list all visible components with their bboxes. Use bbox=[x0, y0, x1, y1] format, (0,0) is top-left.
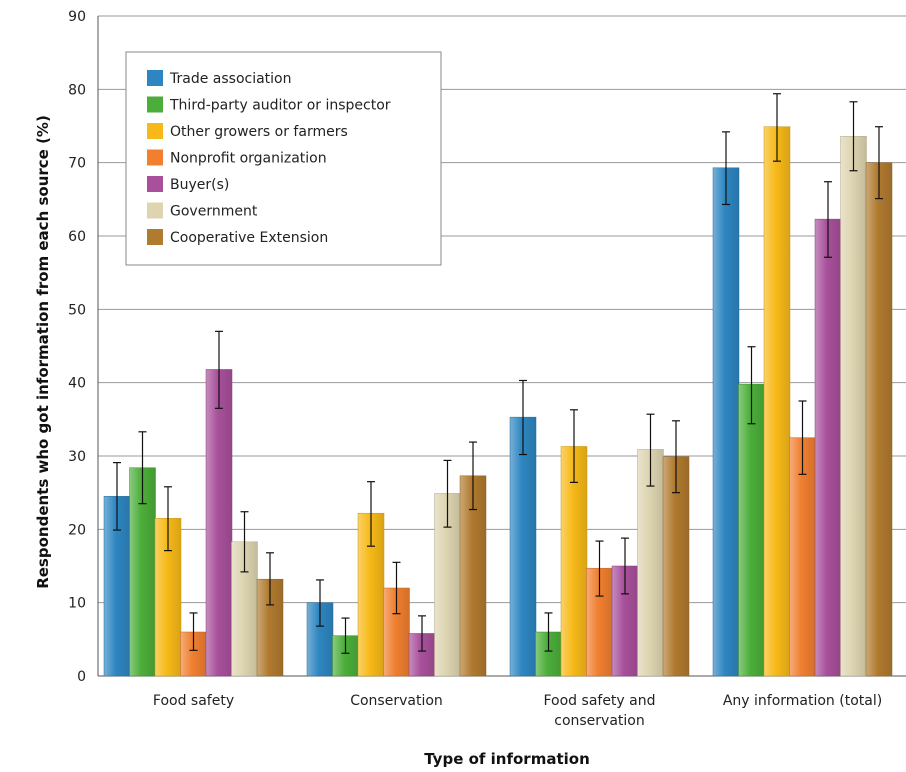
y-tick-label: 20 bbox=[68, 522, 86, 538]
error-bar bbox=[672, 420, 680, 494]
legend-label: Trade association bbox=[169, 71, 292, 87]
error-bar bbox=[646, 413, 655, 487]
y-tick-label: 10 bbox=[68, 596, 86, 612]
axis-labels: 0 10 20 30 40 50 60 70 80 90 Food safety Conservati… bbox=[68, 9, 882, 729]
error-bar bbox=[570, 409, 578, 483]
y-tick-label: 50 bbox=[68, 302, 86, 318]
legend-label: Government bbox=[170, 204, 258, 220]
error-bar bbox=[875, 126, 883, 200]
error-bar bbox=[341, 617, 350, 654]
legend-label: Cooperative Extension bbox=[170, 230, 328, 246]
error-bar bbox=[849, 101, 858, 172]
error-bar bbox=[240, 511, 249, 573]
y-tick-label: 60 bbox=[68, 229, 86, 245]
bar bbox=[865, 162, 893, 677]
bar bbox=[763, 126, 791, 677]
x-tick-label: conservation bbox=[554, 713, 644, 729]
legend-swatch bbox=[147, 149, 163, 166]
bar bbox=[662, 456, 690, 677]
bar bbox=[789, 437, 816, 677]
error-bar bbox=[418, 615, 426, 652]
bar bbox=[738, 383, 765, 677]
legend-swatch bbox=[147, 202, 163, 219]
x-tick-label: Food safety and bbox=[544, 693, 656, 709]
legend-label: Other growers or farmers bbox=[170, 124, 348, 140]
legend-swatch bbox=[147, 70, 163, 86]
bar bbox=[637, 449, 664, 677]
legend-swatch bbox=[147, 96, 163, 113]
bars bbox=[103, 126, 893, 677]
bar bbox=[712, 167, 740, 677]
error-bar bbox=[189, 612, 198, 651]
error-bar bbox=[798, 400, 807, 475]
x-axis-title: Type of information bbox=[424, 750, 590, 768]
error-bar bbox=[824, 181, 832, 258]
y-tick-label: 0 bbox=[77, 669, 86, 685]
error-bar bbox=[544, 612, 553, 652]
error-bar bbox=[316, 579, 324, 627]
bar bbox=[814, 218, 842, 677]
x-tick-label: Conservation bbox=[350, 693, 443, 709]
legend: Trade association Third-party auditor or … bbox=[125, 51, 442, 266]
error-bar bbox=[773, 93, 781, 162]
y-tick-label: 30 bbox=[68, 449, 86, 465]
error-bar bbox=[469, 441, 477, 511]
legend-swatch bbox=[147, 176, 163, 192]
error-bar bbox=[266, 552, 274, 606]
error-bar bbox=[392, 561, 401, 615]
error-bar bbox=[113, 462, 121, 531]
y-tick-label: 40 bbox=[68, 376, 86, 392]
error-bar bbox=[519, 379, 527, 456]
legend-label: Third-party auditor or inspector bbox=[169, 98, 391, 114]
error-bar bbox=[621, 537, 629, 595]
legend-swatch bbox=[147, 229, 163, 245]
y-axis-title: Respondents who got information from eac… bbox=[34, 115, 52, 589]
error-bars bbox=[113, 93, 883, 654]
y-tick-label: 90 bbox=[68, 9, 86, 25]
bar bbox=[205, 369, 233, 677]
x-tick-label: Any information (total) bbox=[723, 693, 882, 709]
legend-label: Nonprofit organization bbox=[170, 151, 327, 167]
legend-box bbox=[125, 51, 442, 266]
bar bbox=[840, 136, 867, 677]
error-bar bbox=[722, 131, 730, 206]
legend-swatch bbox=[147, 123, 163, 139]
y-tick-label: 80 bbox=[68, 82, 86, 98]
error-bar bbox=[215, 330, 223, 409]
error-bar bbox=[164, 486, 172, 552]
legend-label: Buyer(s) bbox=[170, 177, 229, 193]
x-tick-label: Food safety bbox=[153, 693, 234, 709]
error-bar bbox=[443, 459, 452, 528]
error-bar bbox=[747, 346, 756, 425]
y-tick-label: 70 bbox=[68, 156, 86, 172]
error-bar bbox=[367, 481, 375, 547]
error-bar bbox=[138, 431, 147, 505]
bar bbox=[560, 446, 588, 677]
bar bbox=[509, 416, 537, 677]
error-bar bbox=[595, 540, 604, 597]
